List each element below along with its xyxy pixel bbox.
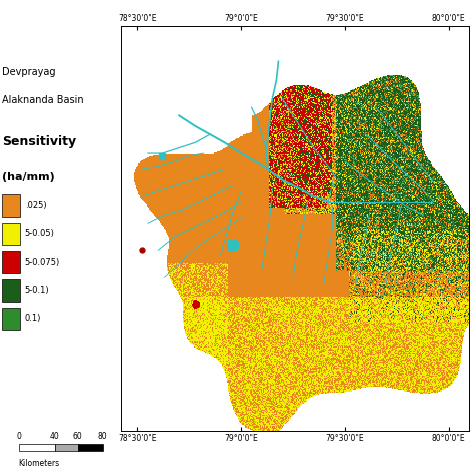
Bar (78, 444, 103, 451)
Bar (2, 251, 20, 273)
Bar (2, 194, 20, 217)
Text: (ha/mm): (ha/mm) (2, 172, 55, 182)
Bar (18, 444, 55, 451)
Bar (2, 279, 20, 301)
Text: 5-0.05): 5-0.05) (25, 229, 55, 238)
Text: 80: 80 (98, 432, 108, 441)
Text: 0.1): 0.1) (25, 314, 41, 323)
Text: Kilometers: Kilometers (18, 459, 60, 468)
Text: 60: 60 (73, 432, 82, 441)
Bar (2, 223, 20, 245)
Text: 40: 40 (50, 432, 60, 441)
Text: 5-0.075): 5-0.075) (25, 258, 60, 267)
Text: 0: 0 (16, 432, 21, 441)
Text: Devprayag: Devprayag (2, 67, 56, 77)
Text: .025): .025) (25, 201, 46, 210)
Text: 5-0.1): 5-0.1) (25, 286, 49, 295)
Text: Alaknanda Basin: Alaknanda Basin (2, 95, 84, 105)
Bar (2, 308, 20, 330)
Text: Sensitivity: Sensitivity (2, 136, 77, 148)
Bar (55, 444, 78, 451)
